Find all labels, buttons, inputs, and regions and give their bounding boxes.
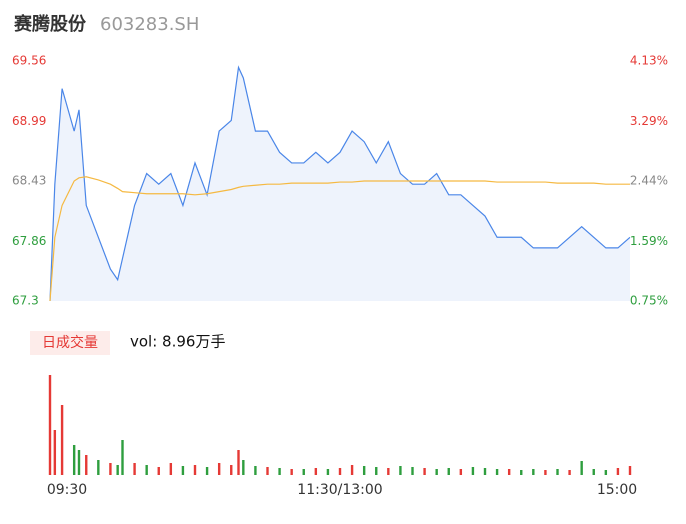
volume-bar xyxy=(193,465,197,475)
volume-bar xyxy=(399,466,402,475)
volume-bar xyxy=(532,469,535,475)
volume-bar xyxy=(350,465,354,475)
volume-bar xyxy=(459,469,463,475)
volume-bar xyxy=(520,470,523,475)
volume-bar xyxy=(266,467,269,475)
volume-bar xyxy=(77,450,81,475)
volume-text: vol: 8.96万手 xyxy=(130,333,225,351)
y-tick-label: 68.43 xyxy=(12,174,46,188)
chart-subtitle: 603283.SH xyxy=(100,14,199,35)
volume-bar xyxy=(471,467,475,475)
volume-bar xyxy=(278,468,281,475)
y2-tick-label: 4.13% xyxy=(630,54,668,68)
volume-bar xyxy=(435,469,438,475)
volume-bar xyxy=(580,461,583,475)
volume-bar xyxy=(133,463,136,475)
volume-bar xyxy=(604,470,608,475)
y-tick-label: 67.3 xyxy=(12,294,39,308)
volume-bar xyxy=(302,469,305,475)
volume-bar xyxy=(507,469,511,475)
volume-bar xyxy=(314,468,318,475)
y2-tick-label: 0.75% xyxy=(630,294,668,308)
volume-bar xyxy=(181,466,185,475)
volume-bar xyxy=(338,468,342,475)
volume-bar xyxy=(169,463,173,475)
volume-bar xyxy=(237,450,240,475)
volume-tag: 日成交量 xyxy=(42,334,98,351)
volume-bar xyxy=(85,455,88,475)
volume-bar xyxy=(157,467,160,475)
x-tick-label: 11:30/13:00 xyxy=(297,482,382,498)
volume-bar xyxy=(116,465,119,475)
volume-bar xyxy=(145,465,148,475)
y-tick-label: 68.99 xyxy=(12,114,46,128)
y-tick-label: 67.86 xyxy=(12,234,46,248)
volume-bar xyxy=(217,463,221,475)
volume-bar xyxy=(72,445,76,475)
x-tick-label: 15:00 xyxy=(597,482,637,498)
volume-bar xyxy=(254,466,257,475)
volume-bar xyxy=(53,430,57,475)
volume-bar xyxy=(447,468,450,475)
volume-bar xyxy=(97,460,100,475)
volume-bar xyxy=(48,375,52,475)
volume-bar xyxy=(230,465,233,475)
x-tick-label: 09:30 xyxy=(47,482,87,498)
volume-bar xyxy=(544,470,547,475)
chart-title: 赛腾股份 xyxy=(13,13,87,35)
volume-bar xyxy=(290,469,293,475)
volume-bar xyxy=(616,468,620,475)
price-line xyxy=(49,65,631,302)
volume-bar xyxy=(556,469,559,475)
volume-bar xyxy=(411,467,414,475)
volume-bar xyxy=(483,468,487,475)
volume-bar xyxy=(60,405,64,475)
volume-bar xyxy=(387,468,390,475)
volume-bar xyxy=(423,468,426,475)
volume-tag-bg xyxy=(30,331,110,355)
volume-bar xyxy=(592,469,595,475)
volume-bar xyxy=(375,467,378,475)
y2-tick-label: 3.29% xyxy=(630,114,668,128)
volume-bar xyxy=(121,440,124,475)
volume-bar xyxy=(109,463,112,475)
volume-bar xyxy=(205,467,209,475)
price-area xyxy=(50,67,630,302)
average-line xyxy=(49,176,630,302)
volume-bar xyxy=(362,466,366,475)
volume-bar xyxy=(495,469,499,475)
volume-bar xyxy=(628,466,632,475)
y2-tick-label: 1.59% xyxy=(630,234,668,248)
y2-tick-label: 2.44% xyxy=(630,174,668,188)
volume-bar xyxy=(568,470,571,475)
volume-bar xyxy=(326,469,330,475)
y-tick-label: 69.56 xyxy=(12,54,46,68)
volume-bar xyxy=(242,460,245,475)
